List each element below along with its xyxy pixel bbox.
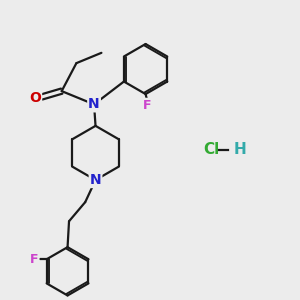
Text: N: N	[88, 98, 100, 111]
Text: H: H	[234, 142, 247, 158]
Text: N: N	[90, 173, 101, 187]
Text: Cl: Cl	[203, 142, 219, 158]
Text: O: O	[29, 92, 41, 106]
Text: F: F	[30, 253, 38, 266]
Text: F: F	[143, 99, 151, 112]
